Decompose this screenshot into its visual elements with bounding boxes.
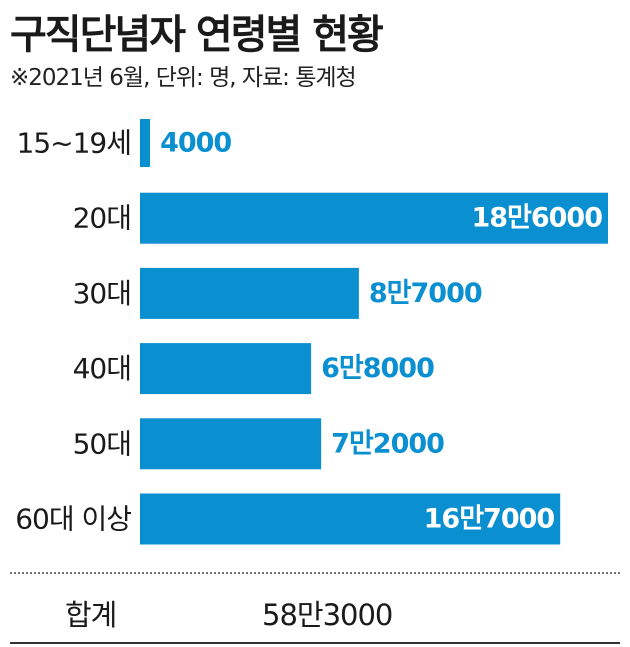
category-label-15-19: 15~19세	[17, 127, 131, 160]
value-label-15-19: 4000	[160, 128, 231, 159]
bar-50s	[140, 418, 322, 470]
value-label-60plus: 16만7000	[424, 504, 555, 535]
category-label-60plus: 60대 이상	[15, 503, 131, 536]
bar-15-19	[140, 119, 151, 167]
category-label-20s: 20대	[73, 202, 131, 235]
chart-note: ※2021년 6월, 단위: 명, 자료: 통계청	[10, 65, 357, 91]
dotted-divider	[10, 572, 620, 574]
bottom-rule	[10, 642, 620, 644]
category-label-40s: 40대	[73, 352, 131, 385]
value-label-40s: 6만8000	[321, 353, 434, 384]
bar-chart: 15~19세 4000 20대 18만6000 30대 8만7000 40대 6만8000 50…	[15, 119, 608, 545]
total-label: 합계	[65, 598, 117, 632]
bar-20s	[140, 192, 608, 244]
category-label-30s: 30대	[73, 277, 131, 310]
value-label-50s: 7만2000	[331, 428, 444, 459]
value-label-20s: 18만6000	[471, 203, 602, 234]
value-label-30s: 8만7000	[369, 278, 482, 309]
bar-60plus	[140, 493, 561, 545]
total-value: 58만3000	[262, 598, 393, 632]
category-label-50s: 50대	[73, 427, 131, 460]
bar-30s	[140, 267, 359, 319]
chart-title: 구직단념자 연령별 현황	[10, 12, 384, 58]
bar-40s	[140, 343, 312, 395]
